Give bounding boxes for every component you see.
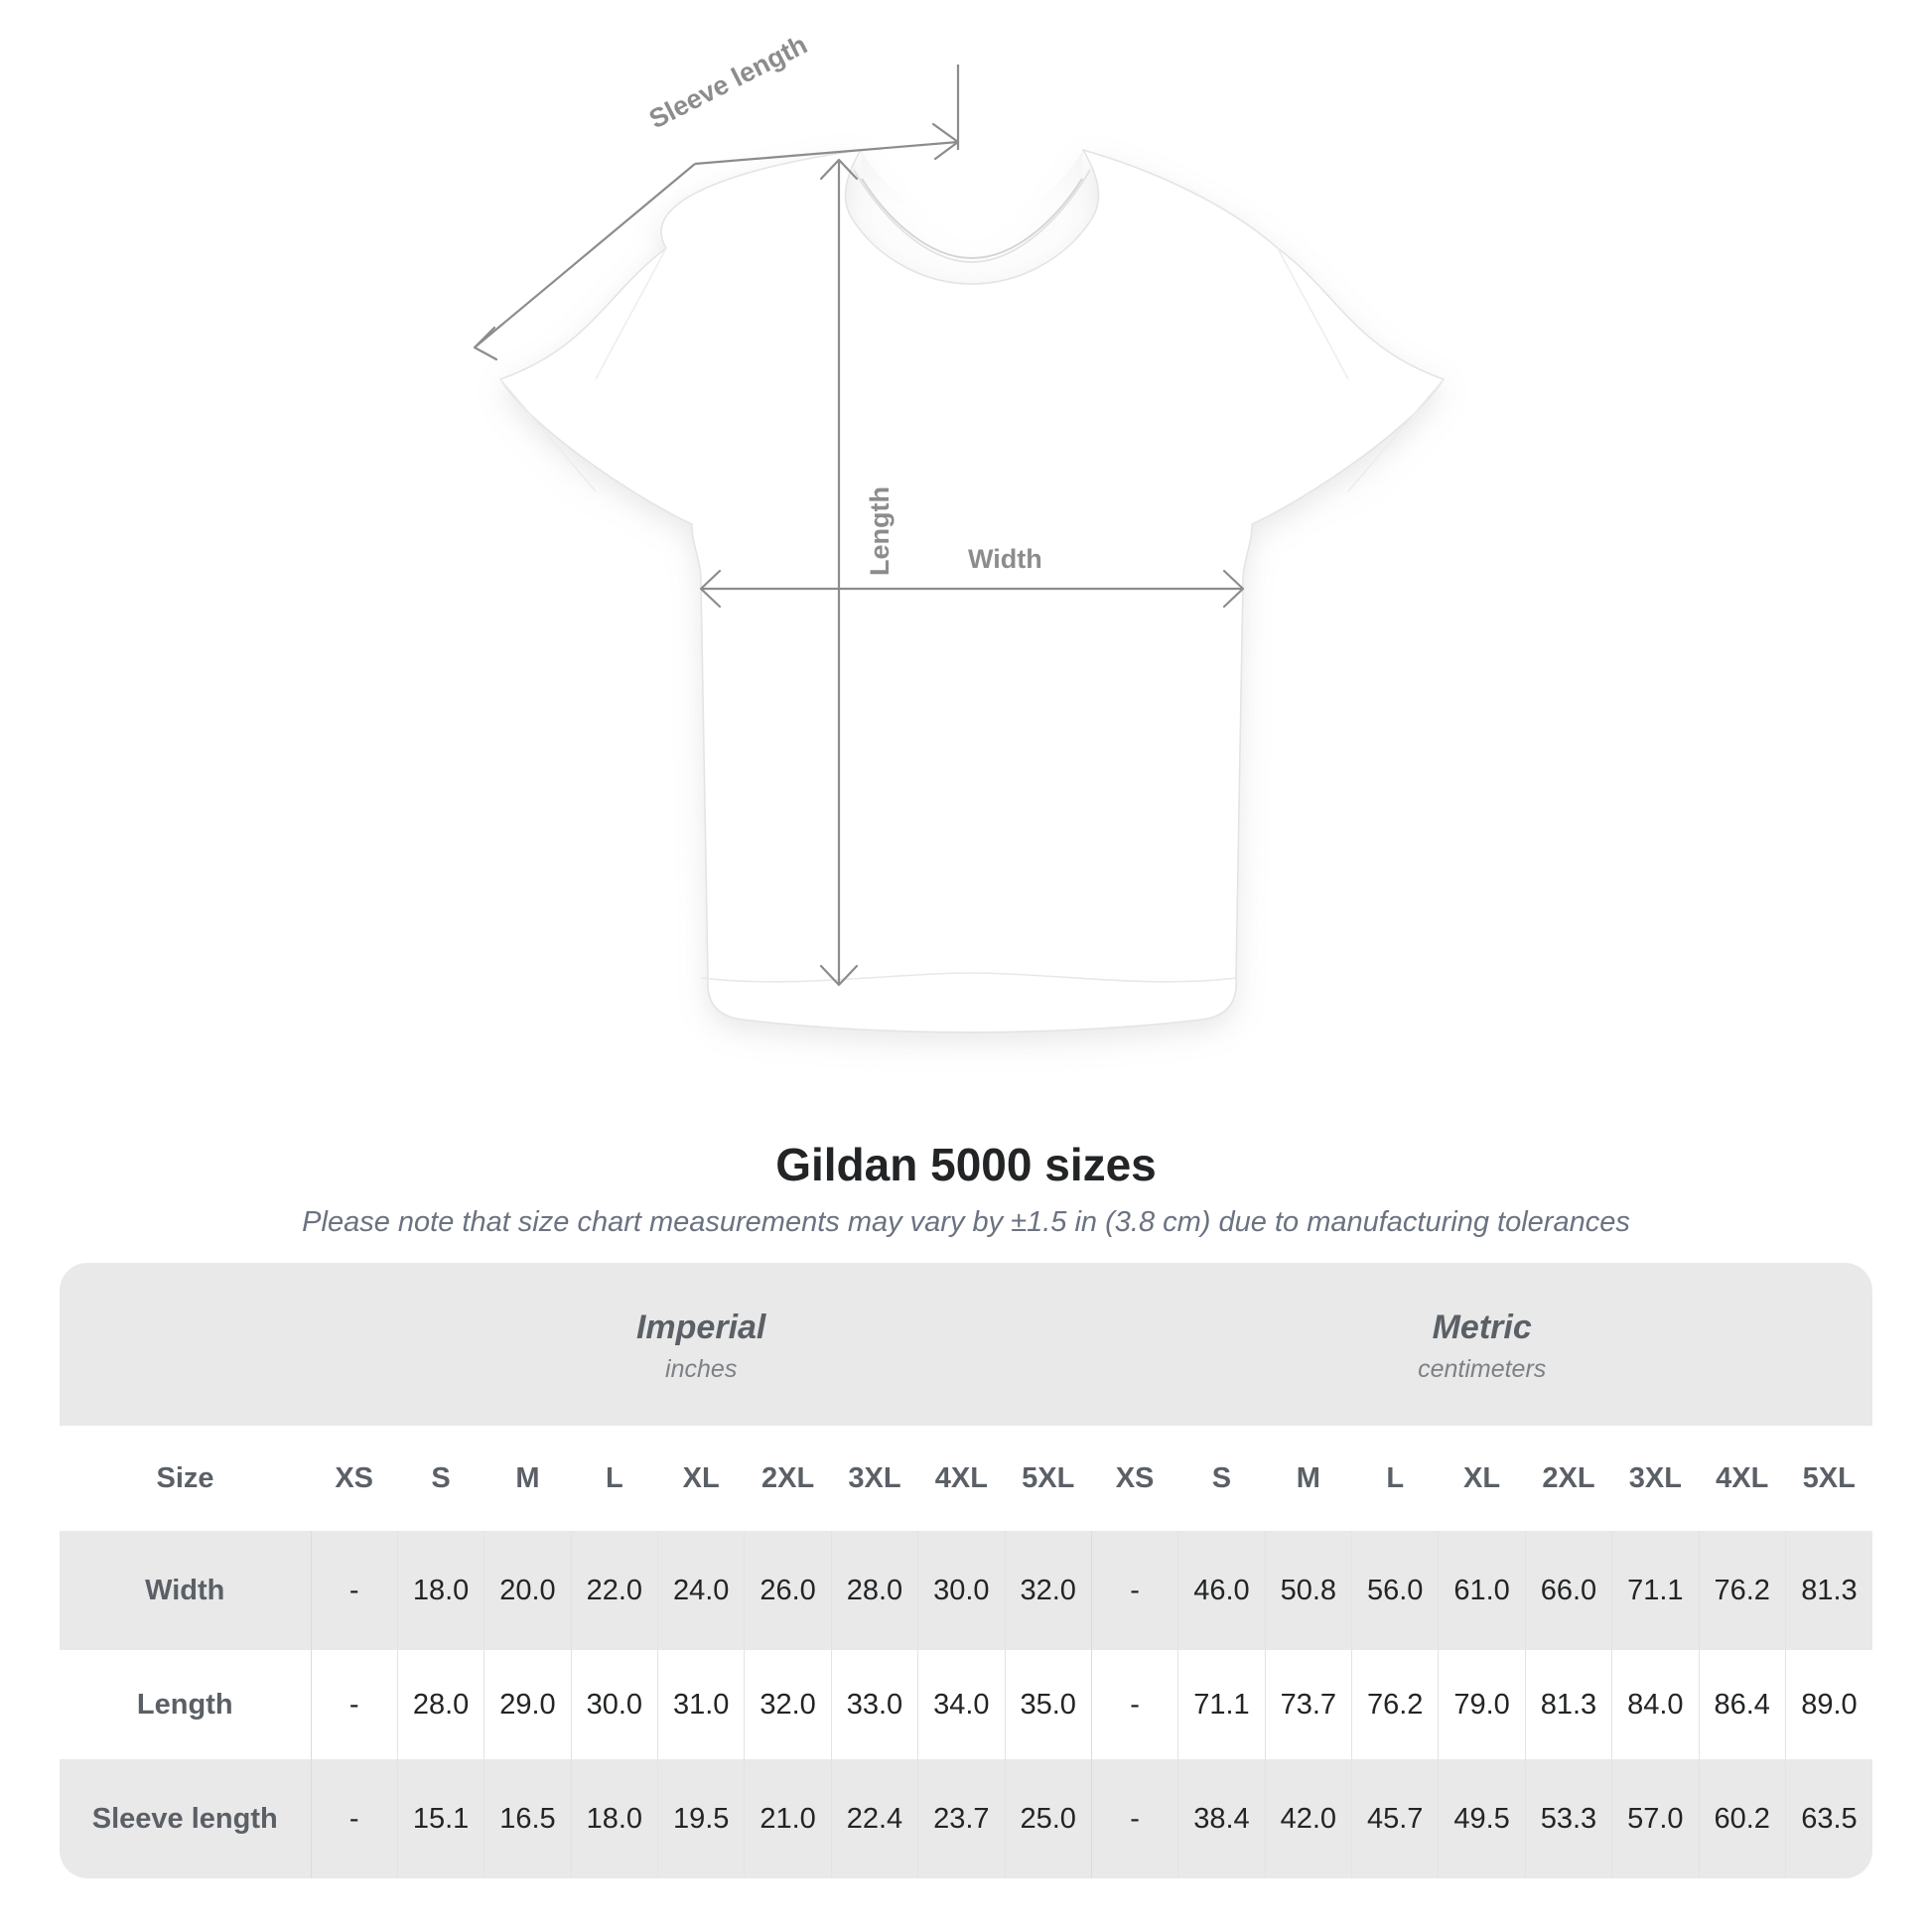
svg-text:Sleeve length: Sleeve length bbox=[644, 30, 812, 135]
svg-text:Width: Width bbox=[968, 544, 1042, 574]
svg-text:Length: Length bbox=[865, 486, 895, 576]
